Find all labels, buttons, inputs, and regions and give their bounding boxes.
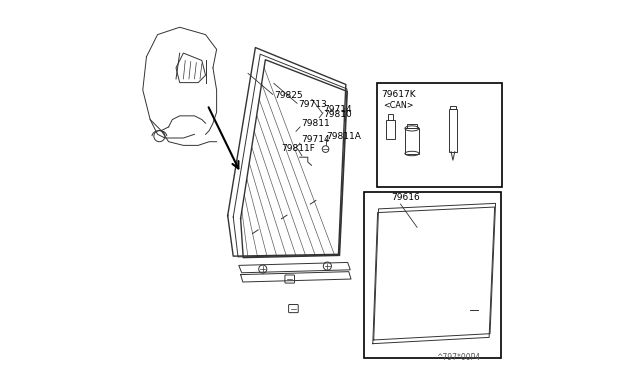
Bar: [449, 109, 456, 152]
Text: 79811A: 79811A: [326, 132, 362, 141]
Text: 79714: 79714: [301, 135, 330, 144]
Bar: [450, 106, 456, 109]
Text: 79713: 79713: [298, 100, 326, 109]
Text: <CAN>: <CAN>: [383, 101, 413, 110]
Text: 79616: 79616: [391, 193, 420, 202]
Text: 79810: 79810: [323, 110, 352, 119]
Text: 79617K: 79617K: [381, 90, 415, 99]
Bar: [377, 83, 502, 187]
Bar: [388, 113, 393, 120]
Text: 79825: 79825: [274, 91, 303, 100]
Bar: [405, 128, 419, 154]
Bar: [364, 192, 501, 358]
Bar: [387, 120, 395, 139]
Text: 79811: 79811: [301, 119, 330, 128]
Text: 79714: 79714: [324, 105, 352, 114]
Bar: [407, 124, 417, 128]
Text: ^797*00P4: ^797*00P4: [436, 353, 481, 362]
Text: 79811F: 79811F: [281, 144, 315, 153]
